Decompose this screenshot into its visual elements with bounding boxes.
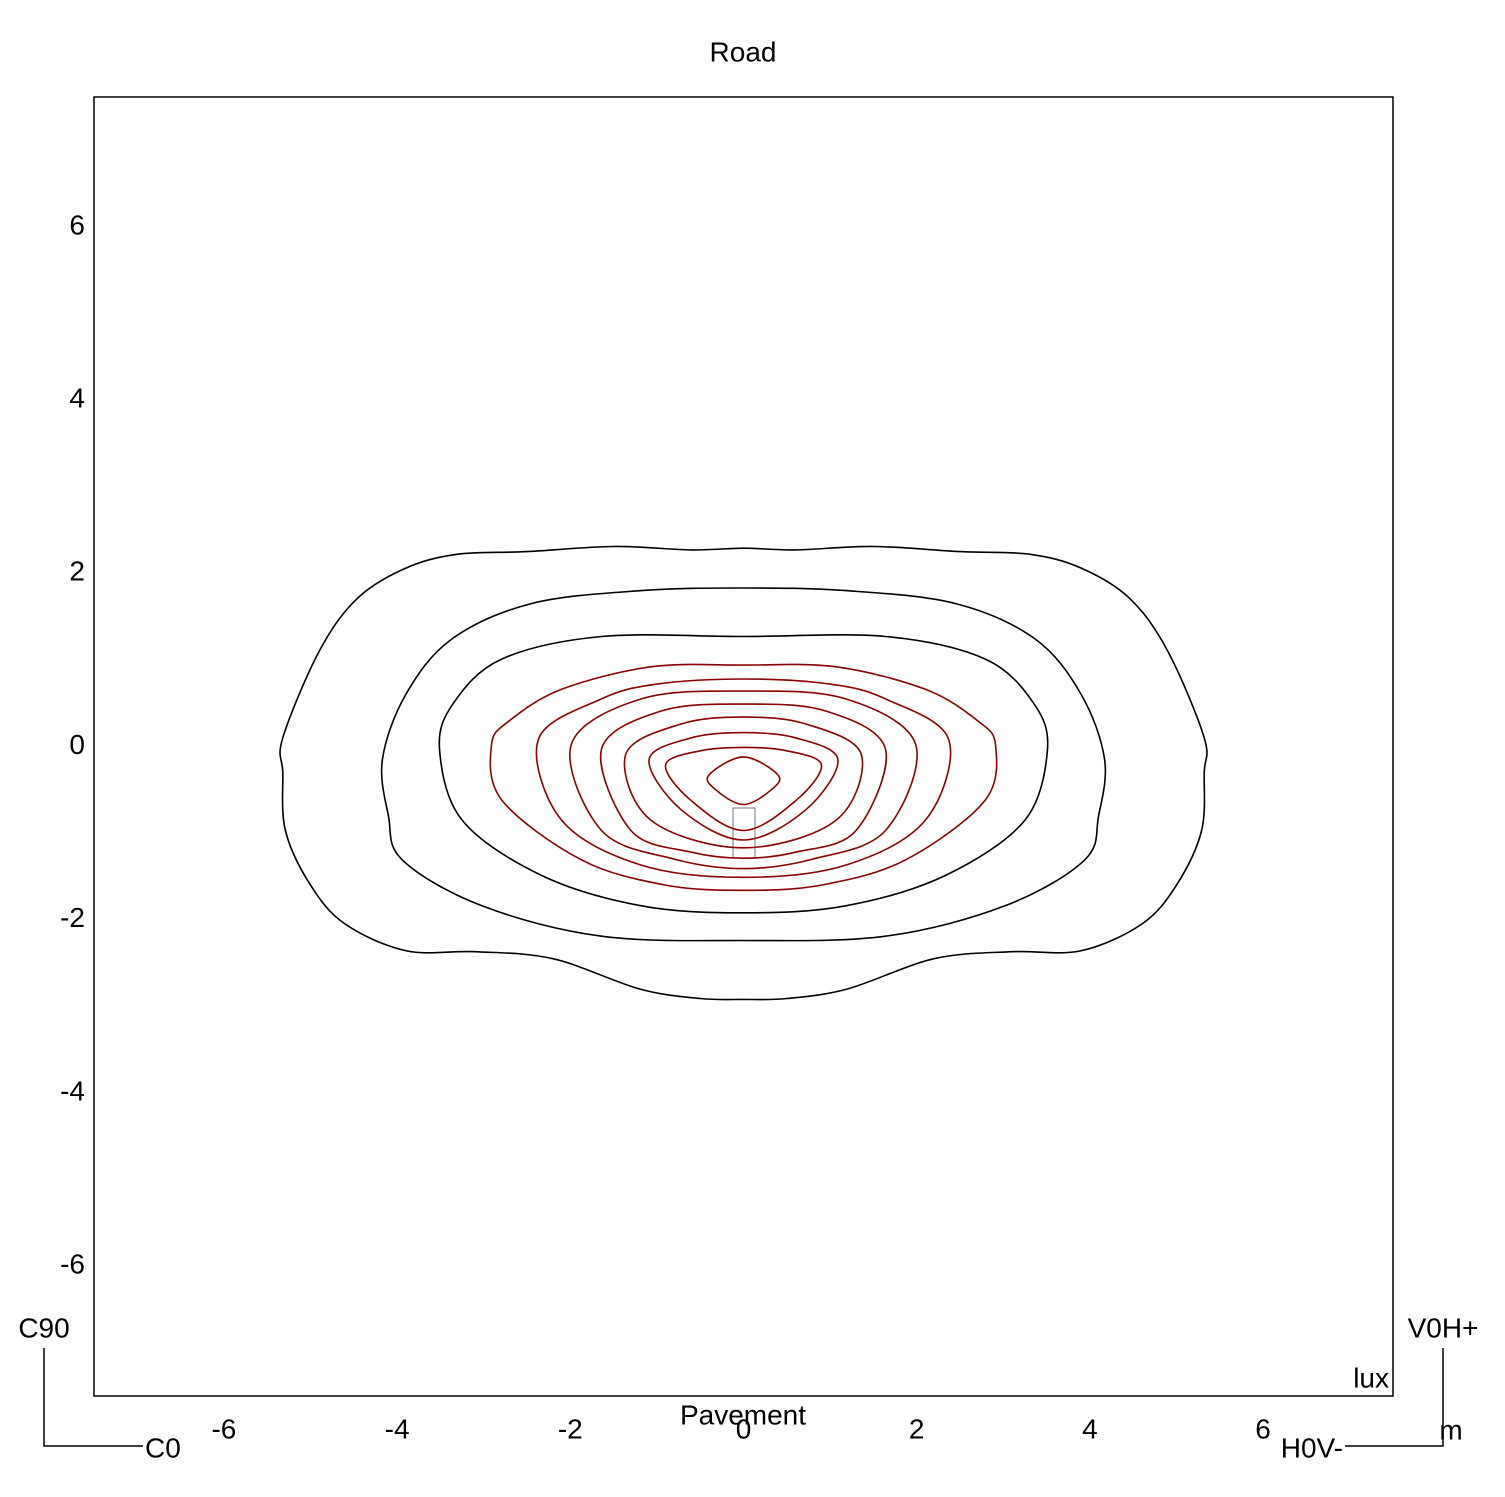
corner-label: H0V- (1281, 1432, 1343, 1463)
isolux-contour (438, 634, 1049, 914)
isolux-contour (664, 746, 823, 832)
y-tick-label: 6 (69, 209, 85, 240)
corner-label: m (1439, 1414, 1462, 1445)
corner-axis (43, 1348, 143, 1447)
isolux-contour (380, 587, 1107, 942)
unit-label: lux (1353, 1362, 1389, 1393)
isolux-contour (648, 731, 839, 841)
corner-label: C90 (18, 1312, 69, 1343)
y-tick-label: 2 (69, 556, 85, 587)
isolux-contour (279, 545, 1208, 1001)
corner-label: C0 (145, 1432, 181, 1463)
x-tick-label: -6 (211, 1413, 236, 1444)
x-tick-label: 4 (1082, 1413, 1098, 1444)
isolux-contour (535, 678, 952, 879)
luminaire-marker (732, 807, 756, 859)
isolux-contour (489, 663, 998, 892)
chart-title: Road (710, 36, 777, 67)
y-tick-label: -6 (60, 1248, 85, 1279)
x-tick-label: 6 (1255, 1413, 1271, 1444)
isolux-contour (569, 690, 918, 870)
x-tick-label: -4 (385, 1413, 410, 1444)
y-tick-label: -4 (60, 1075, 85, 1106)
y-tick-label: 4 (69, 382, 85, 413)
x-axis-label: Pavement (680, 1399, 806, 1430)
x-tick-label: 2 (909, 1413, 925, 1444)
x-tick-label: -2 (558, 1413, 583, 1444)
isolux-contour (706, 756, 781, 806)
y-tick-label: -2 (60, 902, 85, 933)
corner-label: V0H+ (1408, 1312, 1479, 1343)
isolux-contour (623, 716, 864, 849)
plot-frame (93, 96, 1394, 1397)
y-tick-label: 0 (69, 729, 85, 760)
x-tick-label: 0 (736, 1413, 752, 1444)
isolux-contour (599, 703, 888, 860)
corner-axis (1345, 1348, 1444, 1447)
